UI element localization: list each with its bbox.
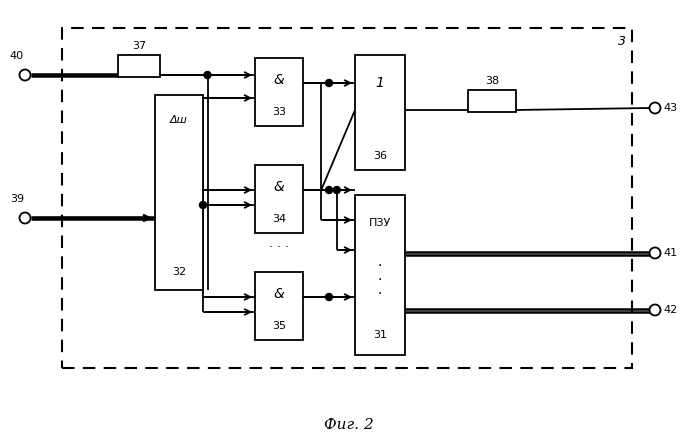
Text: 33: 33 — [272, 107, 286, 117]
Circle shape — [204, 72, 211, 78]
Bar — [62, 28, 632, 368]
Bar — [118, 55, 160, 77]
Text: 1: 1 — [375, 76, 384, 90]
Text: &: & — [273, 287, 284, 301]
Text: 39: 39 — [10, 194, 24, 204]
Circle shape — [649, 247, 661, 259]
Circle shape — [20, 213, 31, 223]
Circle shape — [20, 69, 31, 81]
Text: 3: 3 — [618, 35, 626, 48]
Text: 31: 31 — [373, 330, 387, 340]
Circle shape — [333, 186, 340, 194]
Circle shape — [649, 102, 661, 113]
Text: &: & — [273, 73, 284, 87]
Circle shape — [326, 294, 333, 300]
Bar — [355, 195, 405, 355]
Text: 36: 36 — [373, 151, 387, 161]
Text: 38: 38 — [485, 76, 499, 86]
Text: 37: 37 — [132, 41, 146, 51]
Text: 40: 40 — [10, 51, 24, 61]
Text: 41: 41 — [663, 248, 677, 258]
Bar — [255, 58, 303, 126]
Circle shape — [326, 80, 333, 86]
Circle shape — [199, 202, 206, 209]
Bar — [255, 165, 303, 233]
Text: Фиг. 2: Фиг. 2 — [324, 418, 374, 432]
Bar — [155, 95, 203, 290]
Text: 42: 42 — [663, 305, 677, 315]
Text: ПЗУ: ПЗУ — [369, 218, 391, 228]
Text: Δш: Δш — [170, 115, 188, 125]
Text: 34: 34 — [272, 214, 286, 224]
Text: &: & — [273, 180, 284, 194]
Text: 43: 43 — [663, 103, 677, 113]
Text: 32: 32 — [172, 267, 186, 277]
Bar — [355, 55, 405, 170]
Circle shape — [649, 304, 661, 316]
Bar — [468, 90, 516, 112]
Text: 35: 35 — [272, 321, 286, 331]
Text: · · ·: · · · — [269, 241, 289, 254]
Bar — [255, 272, 303, 340]
Text: ·
·
·: · · · — [378, 259, 382, 301]
Circle shape — [326, 186, 333, 194]
